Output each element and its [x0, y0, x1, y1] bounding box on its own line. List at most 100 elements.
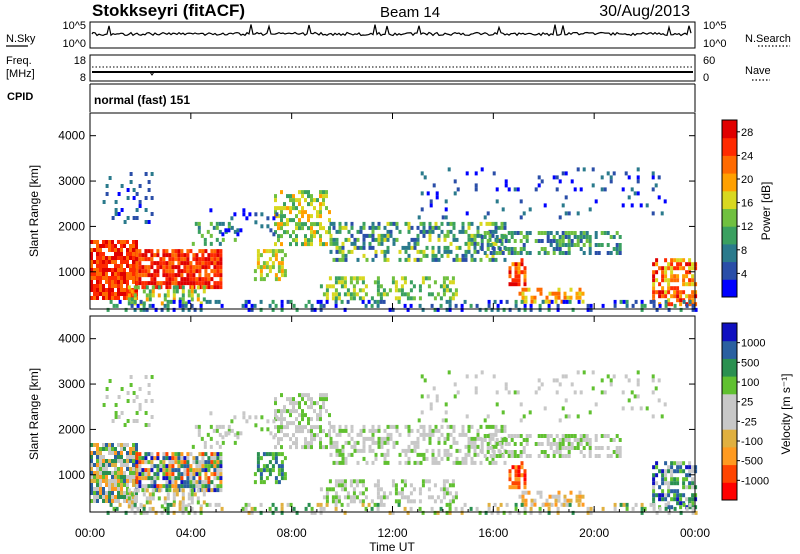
heatmap-cell [105, 260, 108, 264]
heatmap-cell [362, 241, 366, 246]
heatmap-cell [386, 448, 390, 453]
heatmap-cell [174, 253, 178, 258]
heatmap-cell [301, 445, 304, 450]
heatmap-cell [259, 273, 263, 278]
heatmap-cell [554, 502, 558, 507]
colorbar-tick-label: 20 [741, 174, 753, 186]
heatmap-cell [492, 251, 496, 255]
heatmap-cell [186, 464, 190, 469]
heatmap-cell [325, 502, 329, 507]
heatmap-cell [144, 476, 148, 481]
heatmap-cell [193, 492, 197, 497]
heatmap-cell [497, 428, 501, 433]
heatmap-cell [213, 484, 217, 489]
heatmap-cell [189, 277, 193, 282]
heatmap-cell [160, 504, 164, 509]
heatmap-cell [437, 440, 441, 445]
heatmap-cell [586, 303, 590, 308]
heatmap-cell [579, 247, 583, 251]
heatmap-cell [289, 401, 292, 406]
heatmap-cell [178, 500, 182, 505]
heatmap-cell [325, 284, 329, 289]
heatmap-cell [307, 417, 310, 422]
x-tick-label: 16:00 [478, 526, 508, 540]
heatmap-cell [452, 225, 456, 230]
heatmap-cell [96, 471, 99, 475]
heatmap-cell [196, 496, 200, 501]
heatmap-cell [660, 211, 664, 216]
heatmap-cell [597, 251, 601, 255]
heatmap-cell [625, 506, 629, 511]
heatmap-cell [355, 495, 359, 500]
heatmap-cell [524, 295, 528, 300]
heatmap-cell [183, 464, 187, 469]
heatmap-cell [344, 440, 348, 445]
heatmap-cell [609, 378, 613, 383]
heatmap-cell [346, 491, 350, 496]
heatmap-cell [416, 436, 420, 441]
heatmap-cell [90, 479, 93, 483]
heatmap-cell [189, 261, 193, 266]
heatmap-cell [96, 487, 99, 491]
heatmap-cell [190, 500, 194, 505]
heatmap-cell [115, 303, 119, 308]
heatmap-cell [374, 428, 378, 433]
heatmap-cell [111, 248, 114, 252]
heatmap-cell [274, 506, 278, 511]
heatmap-cell [266, 224, 270, 229]
heatmap-cell [197, 225, 201, 230]
heatmap-cell [446, 448, 450, 453]
heatmap-cell [425, 456, 429, 461]
heatmap-cell [141, 468, 145, 473]
heatmap-cell [277, 269, 281, 274]
heatmap-cell [126, 272, 129, 276]
heatmap-cell [135, 192, 139, 196]
heatmap-cell [132, 240, 135, 244]
heatmap-cell [451, 296, 455, 301]
heatmap-cell [259, 269, 263, 274]
heatmap-cell [530, 498, 534, 503]
heatmap-cell [340, 299, 344, 304]
heatmap-cell [688, 302, 692, 307]
heatmap-cell [192, 285, 196, 290]
heatmap-cell [383, 233, 387, 238]
heatmap-cell [651, 374, 655, 379]
heatmap-cell [407, 448, 411, 453]
heatmap-cell [424, 479, 428, 484]
heatmap-cell [676, 477, 680, 482]
heatmap-cell [545, 295, 549, 300]
heatmap-cell [277, 480, 281, 485]
heatmap-cell [319, 425, 322, 430]
heatmap-cell [349, 495, 353, 500]
heatmap-cell [189, 464, 193, 469]
heatmap-cell [615, 243, 619, 247]
heatmap-cell [114, 200, 118, 204]
heatmap-cell [504, 442, 508, 446]
heatmap-cell [332, 237, 336, 242]
heatmap-cell [419, 249, 423, 254]
heatmap-cell [165, 277, 169, 282]
heatmap-cell [271, 510, 275, 515]
heatmap-cell [150, 212, 154, 216]
heatmap-cell [227, 428, 231, 433]
heatmap-cell [111, 292, 114, 296]
heatmap-cell [688, 262, 692, 267]
heatmap-cell [120, 276, 123, 280]
heatmap-cell [422, 436, 426, 441]
heatmap-cell [274, 194, 277, 199]
heatmap-cell [280, 421, 283, 426]
heatmap-cell [301, 214, 304, 219]
heatmap-cell [181, 285, 185, 290]
heatmap-cell [452, 460, 456, 465]
heatmap-cell [209, 221, 213, 226]
heatmap-cell [606, 374, 610, 379]
heatmap-cell [298, 421, 301, 426]
heatmap-cell [307, 226, 310, 231]
heatmap-cell [335, 448, 339, 453]
heatmap-cell [458, 432, 462, 437]
heatmap-cell [96, 459, 99, 463]
heatmap-cell [256, 265, 260, 270]
heatmap-cell [192, 273, 196, 278]
heatmap-cell [673, 286, 677, 291]
heatmap-cell [247, 502, 251, 507]
